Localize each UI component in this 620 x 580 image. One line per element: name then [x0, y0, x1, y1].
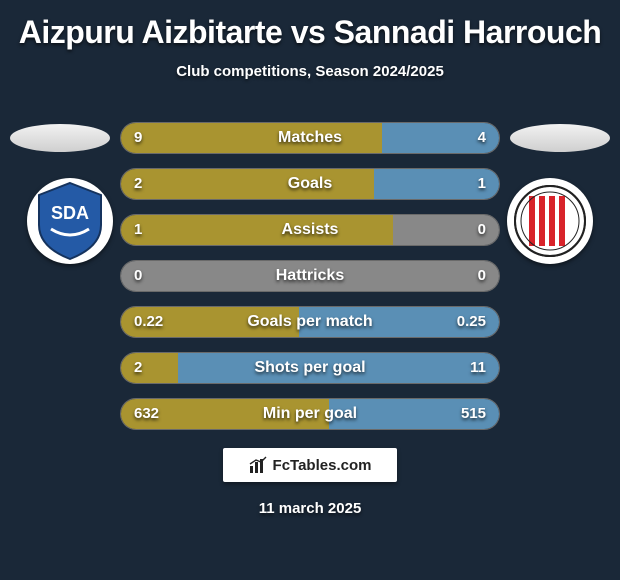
stat-row: Goals per match0.220.25 [120, 306, 500, 338]
date-label: 11 march 2025 [0, 500, 620, 517]
stat-row: Goals21 [120, 168, 500, 200]
stat-bar-left-segment [121, 169, 374, 199]
stat-bar-neutral-segment [393, 215, 499, 245]
page-title: Aizpuru Aizbitarte vs Sannadi Harrouch [0, 0, 620, 51]
stat-bar-left-segment [121, 353, 178, 383]
stat-bar-right-segment [299, 307, 499, 337]
player-right-silhouette [510, 124, 610, 152]
stat-row: Shots per goal211 [120, 352, 500, 384]
stat-bar-left-segment [121, 123, 382, 153]
stat-bar-right-segment [382, 123, 499, 153]
stat-bar-left-segment [121, 399, 329, 429]
stat-bar-right-segment [329, 399, 499, 429]
branding-badge: FcTables.com [223, 448, 397, 482]
stat-bar [120, 168, 500, 200]
stat-bar-right-segment [374, 169, 499, 199]
stat-row: Min per goal632515 [120, 398, 500, 430]
badge-left-letters: SDA [51, 203, 89, 223]
chart-icon [249, 456, 267, 474]
stat-bar [120, 398, 500, 430]
stat-bar [120, 352, 500, 384]
stat-bar-neutral-segment [121, 261, 499, 291]
stat-bar-left-segment [121, 215, 393, 245]
stats-bars-container: Matches94 Goals21 Assists10 Hattricks00 Goal… [120, 122, 500, 444]
stat-row: Hattricks00 [120, 260, 500, 292]
branding-text: FcTables.com [273, 457, 372, 474]
club-badge-right [507, 178, 593, 264]
player-left-silhouette [10, 124, 110, 152]
crest-icon [513, 184, 587, 258]
stat-bar [120, 306, 500, 338]
stat-bar [120, 214, 500, 246]
stat-bar [120, 260, 500, 292]
shield-icon: SDA [35, 181, 105, 261]
stat-bar-left-segment [121, 307, 299, 337]
stat-row: Assists10 [120, 214, 500, 246]
stat-bar [120, 122, 500, 154]
stat-bar-right-segment [178, 353, 499, 383]
page-subtitle: Club competitions, Season 2024/2025 [0, 63, 620, 80]
stat-row: Matches94 [120, 122, 500, 154]
club-badge-left: SDA [27, 178, 113, 264]
